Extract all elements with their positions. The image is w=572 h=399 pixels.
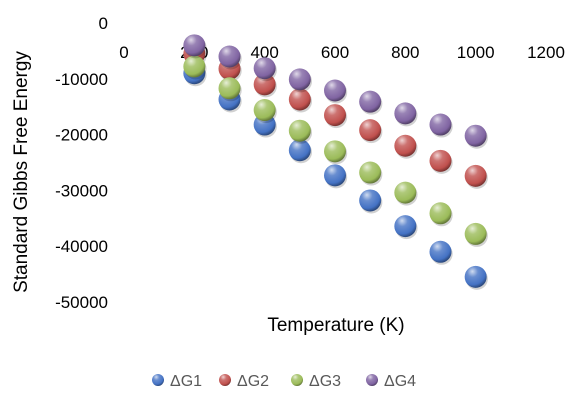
legend-label: ΔG4 bbox=[384, 373, 416, 390]
data-point bbox=[429, 202, 452, 225]
y-axis-title: Standard Gibbs Free Energy bbox=[11, 51, 32, 293]
data-point bbox=[324, 104, 346, 127]
x-tick-label: 600 bbox=[321, 43, 349, 62]
data-point bbox=[218, 77, 241, 100]
data-point bbox=[253, 57, 276, 80]
data-point bbox=[359, 161, 382, 184]
y-tick-label: -10000 bbox=[55, 70, 108, 89]
legend-label: ΔG1 bbox=[170, 373, 202, 390]
y-tick-label: 0 bbox=[99, 14, 108, 33]
x-tick-label: 0 bbox=[119, 43, 128, 62]
x-tick-label: 1000 bbox=[457, 43, 495, 62]
series-points bbox=[183, 55, 488, 247]
data-point bbox=[394, 102, 417, 125]
y-axis-ticks: 0 -10000 -20000 -30000 -40000 -50000 bbox=[55, 14, 108, 312]
data-point bbox=[253, 99, 276, 122]
y-tick-label: -50000 bbox=[55, 293, 108, 312]
data-point bbox=[183, 55, 206, 78]
x-tick-label: 1200 bbox=[527, 43, 565, 62]
data-point bbox=[288, 68, 311, 91]
legend-marker bbox=[366, 374, 378, 386]
data-point bbox=[429, 240, 452, 263]
data-point bbox=[359, 189, 382, 212]
data-point bbox=[288, 119, 311, 142]
data-point bbox=[359, 90, 382, 113]
data-points bbox=[183, 34, 488, 290]
legend-label: ΔG3 bbox=[309, 373, 341, 390]
series-points bbox=[183, 34, 488, 149]
data-point bbox=[394, 181, 417, 204]
data-point bbox=[183, 34, 206, 57]
data-point bbox=[429, 149, 452, 172]
x-axis-title: Temperature (K) bbox=[267, 315, 404, 336]
data-point bbox=[359, 119, 382, 142]
legend-item: ΔG4 bbox=[366, 373, 416, 390]
data-point bbox=[464, 124, 487, 147]
data-point bbox=[253, 73, 276, 96]
data-point bbox=[429, 113, 452, 136]
legend-marker bbox=[152, 374, 164, 386]
data-point bbox=[324, 79, 346, 102]
data-point bbox=[394, 215, 417, 238]
legend-item: ΔG3 bbox=[291, 373, 341, 390]
legend: ΔG1 ΔG2 ΔG3 ΔG4 bbox=[152, 373, 416, 390]
data-point bbox=[218, 45, 241, 68]
data-point bbox=[324, 140, 346, 163]
legend-marker bbox=[219, 374, 231, 386]
legend-item: ΔG1 bbox=[152, 373, 202, 390]
data-point bbox=[464, 164, 487, 187]
data-point bbox=[288, 88, 311, 111]
y-tick-label: -40000 bbox=[55, 237, 108, 256]
data-point bbox=[464, 265, 487, 288]
y-tick-label: -20000 bbox=[55, 126, 108, 145]
legend-item: ΔG2 bbox=[219, 373, 269, 390]
data-point bbox=[324, 164, 346, 187]
x-tick-label: 400 bbox=[250, 43, 278, 62]
data-point bbox=[288, 139, 311, 162]
x-tick-label: 800 bbox=[391, 43, 419, 62]
y-tick-label: -30000 bbox=[55, 181, 108, 200]
legend-label: ΔG2 bbox=[237, 373, 269, 390]
legend-marker bbox=[291, 374, 303, 386]
data-point bbox=[394, 134, 417, 157]
data-point bbox=[464, 222, 487, 245]
